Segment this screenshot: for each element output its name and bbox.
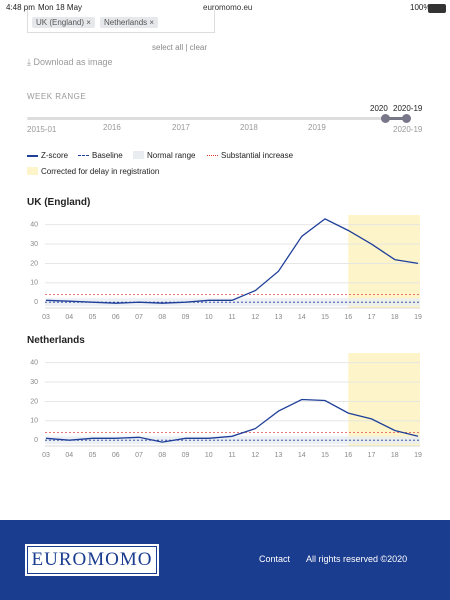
x-tick-label: 04 xyxy=(65,452,73,459)
x-tick-label: 17 xyxy=(368,452,376,459)
x-tick-label: 14 xyxy=(298,452,306,459)
y-tick-label: 30 xyxy=(30,241,38,248)
x-tick-label: 12 xyxy=(251,314,259,321)
x-tick-label: 10 xyxy=(205,452,213,459)
end-label: 2020-19 xyxy=(393,125,423,134)
download-label: Download as image xyxy=(33,57,113,67)
scale-label: 2017 xyxy=(172,123,190,132)
legend-label: Corrected for delay in registration xyxy=(41,167,160,176)
handle-label: 2020 xyxy=(370,104,388,113)
z-score-line xyxy=(45,398,419,443)
scale-label: 2015-01 xyxy=(27,125,57,134)
y-tick-label: 0 xyxy=(34,437,38,444)
x-tick-label: 19 xyxy=(414,314,422,321)
x-tick-label: 18 xyxy=(391,452,399,459)
x-tick-label: 03 xyxy=(42,452,50,459)
x-tick-label: 14 xyxy=(298,314,306,321)
select-all[interactable]: select all xyxy=(152,43,184,52)
x-tick-label: 18 xyxy=(391,314,399,321)
y-tick-label: 40 xyxy=(30,222,38,229)
y-tick-label: 30 xyxy=(30,379,38,386)
legend-swatch xyxy=(207,155,218,156)
z-score-line xyxy=(45,218,419,304)
y-tick-label: 40 xyxy=(30,360,38,367)
legend-label: Baseline xyxy=(92,151,123,160)
status-battery: 100% xyxy=(410,3,431,12)
chart: 0 10 20 30 40 03 04 05 06 07 08 09 10 11 12 13 14 15 16 17 1… xyxy=(30,215,422,321)
x-tick-label: 09 xyxy=(182,452,190,459)
x-tick-label: 15 xyxy=(321,314,329,321)
status-url: euromomo.eu xyxy=(203,3,253,12)
contact-link[interactable]: Contact xyxy=(259,554,291,564)
x-tick-label: 13 xyxy=(275,452,283,459)
status-time: 4:48 pm xyxy=(6,3,35,12)
x-tick-label: 05 xyxy=(89,314,97,321)
scale-label: 2018 xyxy=(240,123,258,132)
logo[interactable]: EUROMOMO xyxy=(27,546,157,574)
scale-label: 2019 xyxy=(308,123,326,132)
week-range-title: WEEK RANGE xyxy=(27,92,87,101)
x-tick-label: 05 xyxy=(89,452,97,459)
filter-box xyxy=(27,10,215,33)
legend-swatch xyxy=(27,167,38,175)
legend-label: Z-score xyxy=(41,151,69,160)
y-tick-label: 10 xyxy=(30,418,38,425)
chip-label: UK (England) xyxy=(36,18,85,27)
y-tick-label: 20 xyxy=(30,398,38,405)
x-tick-label: 11 xyxy=(228,452,235,459)
chip-label: Netherlands xyxy=(104,18,148,27)
y-tick-label: 20 xyxy=(30,260,38,267)
normal-range xyxy=(45,298,420,307)
rights: All rights reserved ©2020 xyxy=(306,554,408,564)
x-tick-label: 15 xyxy=(321,452,329,459)
normal-range xyxy=(45,436,420,445)
chip[interactable]: Netherlands × xyxy=(100,17,159,28)
scale-label: 2016 xyxy=(103,123,121,132)
x-tick-label: 06 xyxy=(112,314,120,321)
chart-title: Netherlands xyxy=(27,335,85,346)
status-date: Mon 18 May xyxy=(38,3,83,12)
legend-swatch xyxy=(133,151,144,159)
y-tick-label: 10 xyxy=(30,280,38,287)
handle-label: 2020-19 xyxy=(393,104,423,113)
x-tick-label: 08 xyxy=(158,314,166,321)
x-tick-label: 03 xyxy=(42,314,50,321)
x-tick-label: 07 xyxy=(135,452,143,459)
x-tick-label: 12 xyxy=(251,452,259,459)
legend-swatch xyxy=(27,155,38,157)
x-tick-label: 13 xyxy=(275,314,283,321)
slider-handle[interactable] xyxy=(402,114,411,123)
slider-selected xyxy=(385,117,407,120)
legend-label: Substantial increase xyxy=(221,151,294,160)
download-button[interactable]: ⤓ Download as image xyxy=(27,57,113,67)
x-tick-label: 17 xyxy=(368,314,376,321)
x-tick-label: 07 xyxy=(135,314,143,321)
chip[interactable]: UK (England) × xyxy=(32,17,95,28)
corrected-area xyxy=(348,353,420,446)
x-tick-label: 04 xyxy=(65,314,73,321)
chart-title: UK (England) xyxy=(27,197,91,208)
x-tick-label: 16 xyxy=(344,314,352,321)
x-tick-label: 09 xyxy=(182,314,190,321)
x-tick-label: 10 xyxy=(205,314,213,321)
legend-label: Normal range xyxy=(147,151,196,160)
separator: | xyxy=(185,43,188,52)
x-tick-label: 16 xyxy=(344,452,352,459)
legend-swatch xyxy=(78,155,89,156)
clear[interactable]: clear xyxy=(189,43,208,52)
chart: 0 10 20 30 40 03 04 05 06 07 08 09 10 11 12 13 14 15 16 17 1… xyxy=(30,353,422,459)
battery-icon xyxy=(428,4,446,13)
x-tick-label: 08 xyxy=(158,452,166,459)
x-tick-label: 19 xyxy=(414,452,422,459)
slider-handle[interactable] xyxy=(381,114,390,123)
x-tick-label: 06 xyxy=(112,452,120,459)
slider-track xyxy=(27,117,407,120)
x-tick-label: 11 xyxy=(228,314,235,321)
y-tick-label: 0 xyxy=(34,299,38,306)
